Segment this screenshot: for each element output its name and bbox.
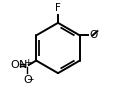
Text: +: +: [24, 58, 32, 67]
Text: O: O: [88, 30, 96, 40]
Text: F: F: [55, 3, 60, 13]
Text: N: N: [18, 60, 27, 70]
Text: −: −: [26, 75, 33, 84]
Text: O: O: [23, 75, 31, 85]
Text: O: O: [10, 60, 19, 70]
